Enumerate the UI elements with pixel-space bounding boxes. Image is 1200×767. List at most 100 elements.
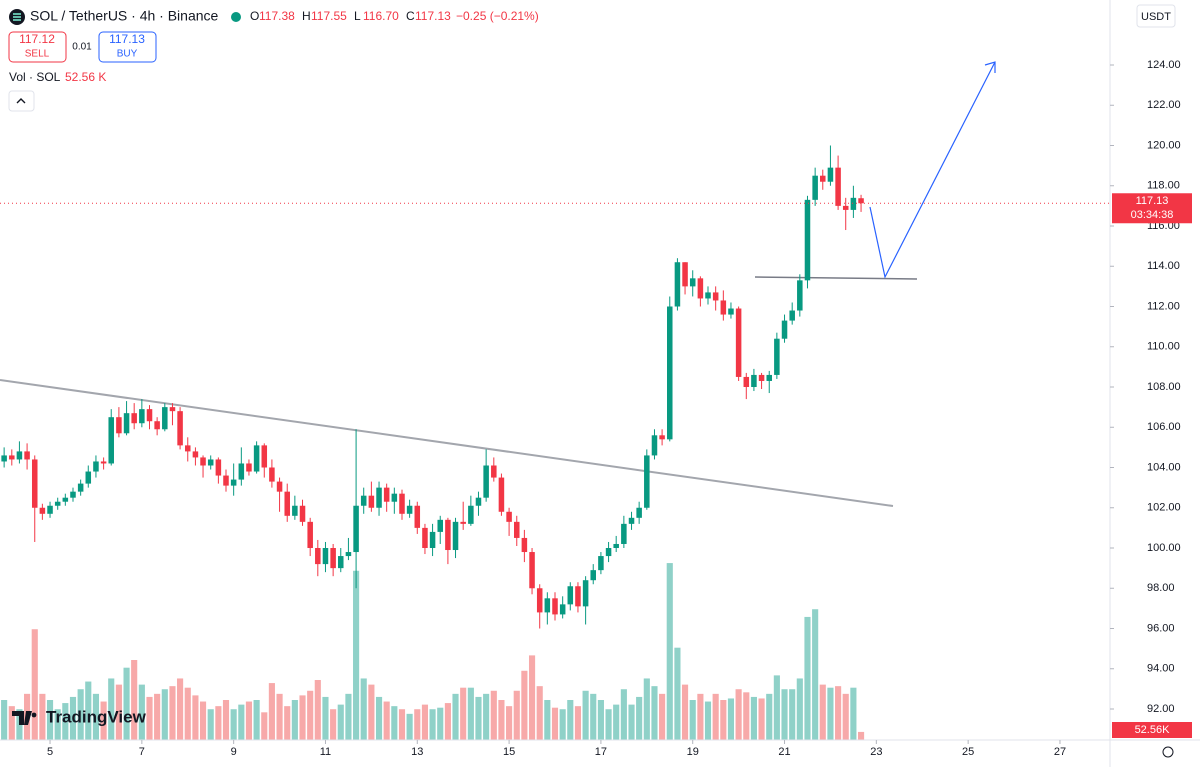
candle-body [47,505,53,514]
x-tick-label: 17 [595,746,607,758]
volume-value: 52.56 K [65,70,106,84]
volume-bar [85,681,92,740]
candle-body [758,374,765,381]
candle-body [429,531,436,549]
symbol-icon [13,13,21,21]
candle-body [445,519,451,551]
volume-bar [146,696,153,740]
x-tick-label: 11 [320,746,331,758]
y-tick-label: 92.00 [1147,703,1175,715]
candle-body [475,497,482,506]
volume-bar [452,693,459,740]
y-tick-label: 122.00 [1147,99,1181,111]
brand: TradingView [46,707,147,726]
candle-body [207,459,214,466]
y-tick-label: 94.00 [1147,663,1175,675]
y-tick-label: 100.00 [1147,542,1181,554]
candle-body [514,521,520,538]
volume-bar [375,696,383,740]
volume-bar [498,700,505,740]
volume-bar [536,686,543,740]
volume-bar [131,660,138,740]
candle-body [644,455,650,508]
volume-bar [284,706,291,740]
candle-body [682,262,688,287]
candle-body [774,338,780,375]
volume-bar [276,693,283,740]
candle-body [223,475,229,486]
candle-body [192,451,199,458]
candle-body [184,445,191,452]
candle-body [544,598,551,613]
buy-button[interactable] [98,31,157,63]
candle-body [720,300,727,315]
volume-bar [77,689,84,740]
candle-body [322,548,329,565]
sell-button[interactable] [8,31,67,63]
settings-icon[interactable] [1162,746,1174,758]
volume-bar [314,680,321,740]
candle-body [31,459,38,508]
volume-bar [429,709,436,740]
x-tick-label: 19 [687,746,699,758]
candle-body [735,308,742,377]
volume-bar [605,709,612,740]
volume-bar [8,706,15,740]
y-tick-label: 102.00 [1147,502,1181,514]
volume-bar [773,675,780,740]
y-tick-label: 108.00 [1147,381,1181,393]
candle-body [820,175,826,182]
candle-body [284,491,290,516]
sell-price[interactable]: 117.12 [19,32,55,46]
volume-bar [506,706,513,740]
arrow-head [984,61,996,73]
volume-bar [192,695,199,740]
volume-bar [154,693,161,740]
buy-label[interactable]: BUY [117,49,138,60]
candle-body [299,505,306,522]
volume-bar [766,693,773,740]
candle-body [376,487,382,508]
collapse-icon[interactable] [16,98,26,104]
candle-body [498,477,505,512]
volume-bar [727,698,735,740]
buy-price[interactable]: 117.13 [109,32,145,46]
symbol: SOL / TetherUS · 4h · Binance [30,8,219,24]
y-tick-label: 110.00 [1147,341,1180,353]
volume-bar [544,700,551,740]
volume-bar [39,693,46,740]
x-tick-label: 7 [139,746,145,758]
volume-bar [123,667,130,740]
candle-body [200,457,206,466]
ohlc-value: 117.55 [311,9,347,23]
volume-bar [383,701,390,740]
candle-body [850,197,857,210]
ohlc-value: 117.13 [415,9,451,23]
candle-body [315,548,321,565]
sell-label[interactable]: SELL [25,49,50,60]
ohlc: O 117.38 H 117.55 L 116.70 C 117.13 −0.25 (−0.21… [250,9,539,23]
candle-body [789,310,795,321]
volume-bar [245,701,253,740]
candle-body [246,463,252,472]
candle-body [177,411,183,446]
candle-body [345,552,352,557]
candle-body [483,465,489,498]
candle-body [131,413,137,424]
candle-body [835,167,841,206]
currency-button[interactable] [1136,4,1176,28]
volume-bar [437,707,444,740]
volume-bar [238,704,245,740]
volume-bar [636,696,643,740]
volume-bar [100,701,107,740]
volume-tag [1112,722,1192,738]
currency[interactable]: USDT [1141,11,1171,23]
volume-bar [360,678,367,740]
candle-body [667,306,673,440]
volume-bar [651,686,658,740]
candle-body [399,493,405,514]
candle-body [307,521,313,549]
candle-body [360,495,367,506]
collapse-button[interactable] [8,90,35,112]
